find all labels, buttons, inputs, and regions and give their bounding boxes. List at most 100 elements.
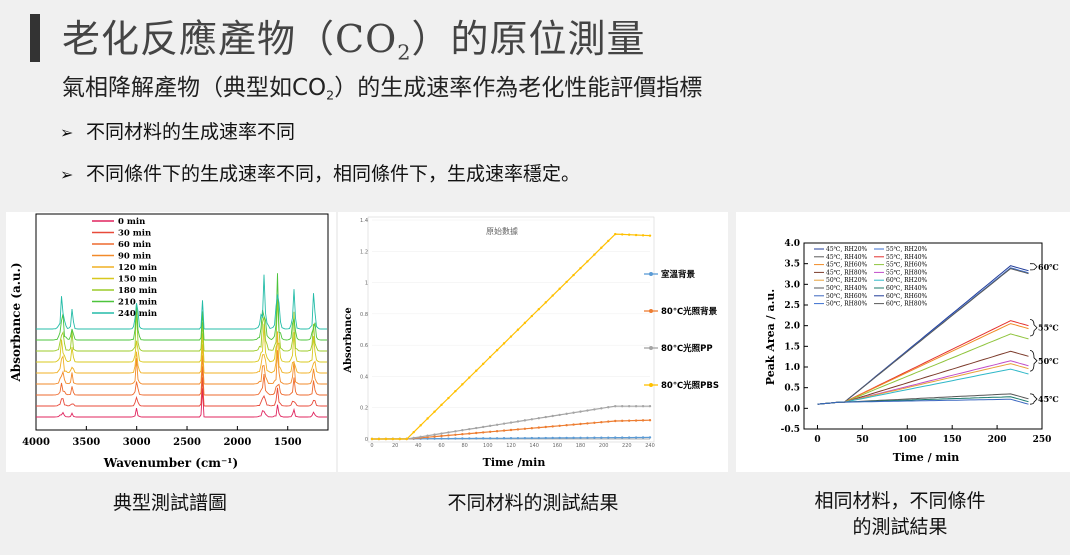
data-point: [614, 404, 617, 408]
x-tick-label: 80: [461, 443, 467, 449]
data-point: [641, 419, 645, 422]
data-point: [502, 342, 506, 345]
data-point: [551, 414, 554, 418]
data-point: [551, 436, 554, 440]
y-tick-label: 0.2: [360, 406, 368, 412]
x-tick-label: 140: [529, 443, 539, 449]
data-point: [405, 437, 408, 441]
series-line: [817, 350, 1029, 405]
legend-label: 90 min: [118, 252, 151, 262]
spectrum-line: [36, 388, 327, 418]
materials-chart-panel: 原始數據 0 0.2 0.4 0.6 0.8 1 1.2 1.4 0 20 40 60 80 100 120…: [338, 212, 728, 472]
data-point: [634, 436, 638, 439]
x-tick-label: 2000: [223, 437, 251, 448]
data-point: [509, 428, 513, 432]
legend-label: 60℃, RH80%: [886, 301, 928, 308]
data-point: [579, 436, 582, 440]
data-point: [495, 349, 499, 352]
x-tick-label: 240: [645, 443, 655, 449]
x-tick-label: 160: [553, 443, 563, 449]
legend-label: 80℃光照背景: [661, 306, 718, 317]
data-point: [468, 432, 471, 435]
data-point: [565, 412, 568, 416]
data-point: [461, 437, 464, 440]
spectra-chart-panel: 0 min 30 min 60 min 90 min 120 min 150 min 180…: [6, 212, 336, 472]
x-tick-label: 0: [814, 435, 820, 445]
data-point: [377, 437, 381, 441]
data-point: [419, 435, 422, 439]
data-point: [572, 423, 575, 426]
data-point: [593, 408, 596, 411]
caption-spectra: 典型測試譜圖: [112, 492, 227, 514]
data-point: [600, 407, 603, 410]
x-tick-label: 3500: [72, 437, 100, 448]
data-point: [426, 434, 429, 437]
y-tick-label: 2.0: [784, 322, 800, 332]
x-tick-label: 50: [856, 435, 869, 445]
x-tick-label: 2500: [173, 437, 201, 448]
spectrum-line: [36, 273, 327, 341]
series-line: [817, 398, 1029, 405]
slide-title: 老化反應產物（CO2）的原位測量: [62, 17, 646, 65]
data-point: [454, 433, 457, 437]
spectrum-line: [36, 274, 327, 330]
plot-frame: [803, 242, 1043, 430]
data-point: [530, 314, 534, 318]
y-tick-label: 3.5: [784, 260, 800, 270]
y-tick-label: 1.5: [784, 342, 800, 352]
data-point: [516, 420, 520, 423]
data-point: [544, 436, 547, 440]
data-point: [593, 421, 596, 425]
group-label: 60℃: [1038, 262, 1059, 272]
x-tick-label: 100: [898, 435, 917, 445]
data-point: [530, 436, 534, 440]
data-point: [516, 436, 520, 440]
y-tick-label: 1.4: [360, 218, 368, 224]
conditions-chart-panel: -0.5 0.0 0.5 1.0 1.5 2.0 2.5 3.0 3.5 4.0 0 50 100 150…: [736, 212, 1070, 472]
data-point: [482, 431, 485, 434]
data-point: [648, 234, 652, 237]
data-point: [419, 424, 422, 427]
data-point: [440, 403, 443, 407]
legend-label: 60℃, RH60%: [886, 293, 928, 300]
data-point: [572, 411, 575, 414]
y-tick-label: 0.0: [784, 404, 800, 414]
legend-marker: [649, 346, 653, 350]
caption-conditions: 相同材料，不同條件 的測試結果: [814, 490, 986, 538]
data-point: [495, 423, 499, 426]
data-point: [621, 436, 624, 439]
group-brace: [1029, 319, 1038, 337]
legend-label: 0 min: [118, 217, 145, 227]
data-point: [565, 436, 568, 440]
data-point: [537, 436, 540, 440]
data-point: [558, 424, 561, 428]
series-line: [817, 268, 1029, 405]
data-point: [488, 355, 492, 359]
data-point: [426, 417, 429, 420]
data-point: [544, 425, 547, 429]
y-tick-label: 0: [365, 437, 368, 443]
y-tick-label: -0.5: [781, 425, 800, 435]
data-point: [558, 413, 561, 417]
slide-subtitle: 氣相降解產物（典型如CO2）的生成速率作為老化性能評價指標: [62, 75, 703, 103]
data-point: [565, 280, 568, 284]
legend-label: 60℃, RH40%: [886, 285, 928, 292]
data-point: [627, 233, 631, 236]
data-point: [488, 424, 492, 428]
data-point: [475, 437, 478, 440]
legend-label: 150 min: [118, 275, 157, 285]
data-point: [579, 410, 582, 413]
x-tick-label: 180: [576, 443, 586, 449]
data-point: [607, 420, 610, 423]
data-point: [537, 308, 540, 311]
group-label: 55℃: [1038, 323, 1059, 333]
data-point: [600, 436, 603, 439]
x-tick-label: 220: [622, 443, 632, 449]
data-point: [641, 404, 645, 408]
legend-label: 55℃, RH60%: [886, 262, 928, 269]
data-point: [447, 431, 450, 434]
legend-label: 50℃, RH80%: [826, 301, 868, 308]
data-point: [537, 426, 540, 429]
data-point: [586, 436, 589, 439]
data-point: [502, 437, 506, 440]
